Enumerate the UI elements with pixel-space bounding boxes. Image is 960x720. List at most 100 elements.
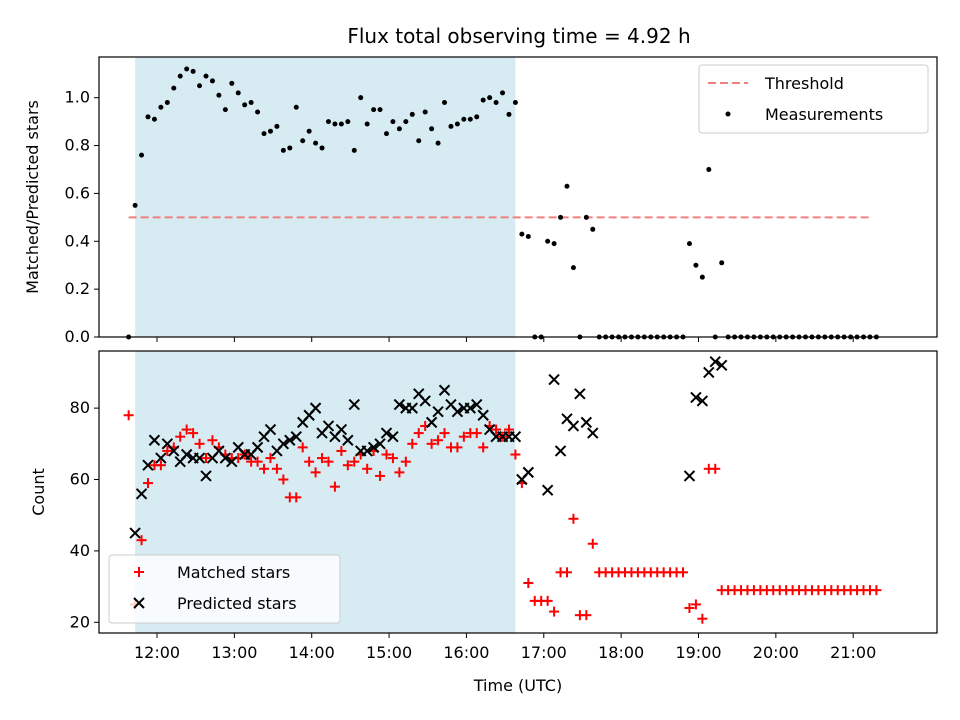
x-stroke-b <box>342 434 354 446</box>
x-stroke-b <box>133 597 145 609</box>
matched-point <box>561 567 572 578</box>
predicted-point <box>580 416 593 429</box>
x-tick-label: 16:00 <box>443 643 489 662</box>
measurement-point <box>229 80 235 86</box>
matched-point <box>304 456 315 467</box>
matched-point <box>201 453 212 464</box>
measurement-point <box>493 99 499 105</box>
measurement-point <box>558 214 564 220</box>
x-tick-label: 14:00 <box>289 643 335 662</box>
x-stroke-b <box>348 398 360 411</box>
predicted-point <box>251 441 264 454</box>
measurement-point <box>429 126 435 132</box>
legend-threshold-label: Threshold <box>764 74 844 93</box>
x-stroke-b <box>567 420 580 432</box>
measurement-point <box>158 104 164 110</box>
measurement-point <box>525 233 531 239</box>
x-stroke-b <box>193 452 206 464</box>
measurement-point <box>454 121 460 127</box>
measurement-point <box>197 83 203 89</box>
ratio-legend-box <box>698 64 929 134</box>
x-stroke-b <box>509 430 522 443</box>
measurement-point <box>512 99 518 105</box>
observing-span <box>135 57 516 337</box>
measurement-point <box>435 140 441 146</box>
x-tick-label: 20:00 <box>753 643 799 662</box>
x-stroke-b <box>387 430 399 443</box>
matched-point <box>439 428 450 439</box>
matched-point <box>400 456 411 467</box>
predicted-point <box>361 445 373 457</box>
matched-point <box>710 463 721 474</box>
matched-point <box>297 442 308 453</box>
predicted-point <box>425 416 438 429</box>
count-y-tick-label: 40 <box>70 541 90 560</box>
measurement-point <box>719 260 725 266</box>
x-stroke-b <box>284 434 296 446</box>
measurement-point <box>583 214 589 220</box>
predicted-point <box>541 484 554 496</box>
measurement-point <box>145 114 151 120</box>
matched-point <box>181 424 192 435</box>
matched-point <box>568 513 579 524</box>
measurement-point <box>293 104 299 110</box>
x-stroke-b <box>232 441 244 454</box>
matched-point <box>175 431 186 442</box>
matched-point <box>581 610 592 621</box>
predicted-point <box>277 438 290 450</box>
x-stroke-b <box>483 423 496 436</box>
x-stroke-b <box>445 398 457 411</box>
measurement-point <box>184 66 190 72</box>
x-stroke-b <box>522 466 535 479</box>
predicted-point <box>200 470 212 482</box>
predicted-point <box>419 395 431 407</box>
matched-point <box>394 467 405 478</box>
predicted-point <box>342 434 354 446</box>
matched-point <box>413 428 424 439</box>
predicted-point <box>142 459 154 471</box>
x-stroke-b <box>690 391 702 404</box>
predicted-point <box>374 438 386 450</box>
x-stroke-b <box>200 470 212 482</box>
predicted-point <box>180 448 193 461</box>
x-stroke-b <box>161 438 174 450</box>
measurement-point <box>442 99 448 105</box>
ratio-y-tick-label: 0.8 <box>65 136 90 155</box>
x-stroke-b <box>290 430 302 443</box>
ratio-y-tick-label: 0.0 <box>65 327 90 346</box>
measurement-point <box>487 95 493 101</box>
measurement-point <box>500 90 506 96</box>
measurement-point <box>171 85 177 91</box>
matched-point <box>458 431 469 442</box>
predicted-point <box>709 356 721 368</box>
x-stroke-b <box>554 445 567 457</box>
matched-point <box>523 578 534 589</box>
matched-point <box>690 599 701 610</box>
predicted-point <box>554 445 567 457</box>
ratio-panel-frame <box>98 56 938 338</box>
ratio-y-axis-label: Matched/Predicted stars <box>23 100 42 294</box>
x-stroke-b <box>361 445 373 457</box>
matched-point <box>471 428 482 439</box>
matched-point <box>336 445 347 456</box>
measurement-point <box>390 119 396 125</box>
measurement-point <box>151 116 157 122</box>
measurement-point <box>332 121 338 127</box>
measurement-point <box>345 119 351 125</box>
matched-point <box>162 445 173 456</box>
x-stroke-b <box>471 398 483 411</box>
predicted-point <box>322 420 335 432</box>
matched-point <box>342 460 353 471</box>
measurement-point <box>409 111 415 117</box>
predicted-point <box>226 455 238 468</box>
measurement-point <box>177 73 183 79</box>
count-y-tick-label: 60 <box>70 470 90 489</box>
measurement-point <box>545 238 551 244</box>
measurement-point <box>358 95 364 101</box>
x-stroke-b <box>587 427 599 439</box>
matched-point <box>194 438 205 449</box>
x-stroke-b <box>277 438 290 450</box>
measurement-point <box>551 241 557 247</box>
measurement-point <box>448 123 454 129</box>
x-stroke-b <box>251 441 264 454</box>
